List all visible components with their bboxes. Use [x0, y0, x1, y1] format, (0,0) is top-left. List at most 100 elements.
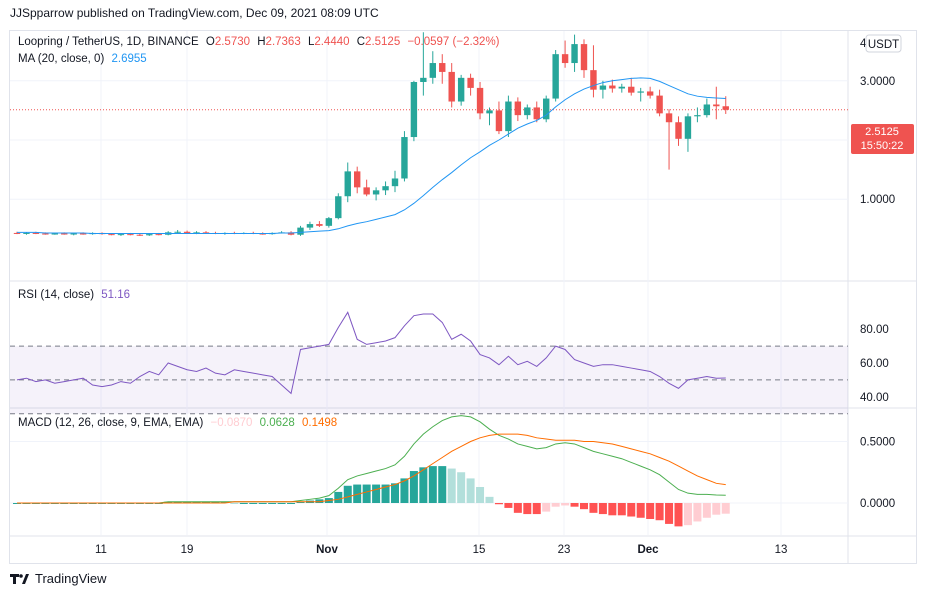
candle-body [287, 232, 295, 235]
time-tick-label: 19 [181, 544, 194, 556]
macd-histogram-bar [268, 503, 277, 504]
candle-body [372, 190, 380, 195]
candle-body [646, 91, 654, 96]
macd-histogram-bar [636, 503, 645, 518]
macd-histogram-bar [457, 472, 466, 503]
macd-histogram-bar [598, 503, 607, 515]
macd-histogram-bar [400, 478, 409, 503]
candle-body [51, 233, 58, 235]
candle-body [514, 101, 522, 116]
macd-histogram-bar [532, 503, 541, 515]
macd-histogram-bar [202, 501, 210, 503]
currency-badge[interactable] [865, 34, 902, 53]
candle-body [117, 234, 125, 236]
candle-body [354, 171, 361, 188]
rsi-tick-label: 40.00 [860, 392, 889, 404]
macd-histogram-bar [258, 503, 267, 504]
macd-histogram-bar [627, 503, 636, 517]
macd-histogram-bar [334, 491, 343, 503]
candle-body [136, 234, 144, 236]
candle-body [183, 231, 191, 233]
candle-body [703, 104, 711, 116]
candle-body [476, 87, 484, 114]
macd-histogram-bar [183, 501, 192, 503]
macd-histogram-bar [712, 503, 721, 515]
macd-histogram-bar [494, 503, 503, 505]
chart-frame [9, 30, 917, 564]
macd-histogram-bar [702, 503, 711, 518]
macd-legend: MACD (12, 26, close, 9, EMA, EMA) −0.087… [18, 417, 341, 429]
macd-histogram-bar [343, 485, 352, 503]
macd-histogram-bar [646, 503, 655, 519]
candle-body [533, 107, 540, 120]
signal-line [17, 433, 726, 504]
macd-histogram-bar [542, 503, 551, 512]
macd-tick-label: 0.5000 [860, 437, 895, 449]
macd-histogram-bar [617, 503, 626, 516]
macd-histogram-bar [249, 503, 258, 504]
candle-body [193, 232, 200, 234]
macd-histogram-bar [428, 466, 437, 503]
candle-body [382, 186, 389, 191]
currency-label: USDT [868, 39, 899, 51]
candle-body [599, 85, 607, 90]
macd-histogram-bar [608, 503, 617, 516]
rsi-legend: RSI (14, close) 51.16 [18, 289, 134, 301]
macd-histogram-bar [693, 503, 702, 522]
macd-label: MACD (12, 26, close, 9, EMA, EMA) [18, 417, 204, 429]
candle-body [146, 234, 153, 236]
ma-label: MA (20, close, 0) [18, 53, 105, 65]
time-tick-label: 23 [558, 544, 571, 556]
macd-histogram-bar [447, 468, 456, 503]
macd-histogram-bar [230, 503, 239, 504]
candle-body [637, 91, 644, 93]
macd-histogram-bar [287, 503, 296, 504]
tradingview-logo-icon [10, 573, 30, 585]
rsi-value: 51.16 [101, 289, 131, 301]
publish-info: JJSpparrow published on TradingView.com,… [10, 6, 379, 20]
candle-body [108, 234, 115, 236]
candle-body [363, 187, 370, 195]
candle-body [665, 113, 673, 123]
candle-body [297, 227, 304, 235]
candle-body [543, 98, 550, 120]
low-value: L2.4440 [307, 36, 350, 48]
candle-body [467, 77, 474, 88]
footer-brand: TradingView [35, 571, 107, 586]
candle-body [335, 196, 342, 219]
candle-body [713, 104, 720, 107]
macd-histogram-bar [485, 496, 494, 503]
price-tick-label: 3.0000 [860, 76, 895, 88]
time-tick-label: Dec [637, 544, 659, 556]
macd-histogram-bar [551, 503, 560, 507]
macd-histogram-bar [580, 503, 588, 510]
rsi-tick-label: 60.00 [860, 358, 889, 370]
candle-body [722, 106, 729, 110]
macd-histogram-bar [173, 501, 182, 503]
macd-histogram-bar [381, 484, 390, 503]
price-tick-label: 4 [860, 38, 867, 50]
candle-body [694, 115, 701, 117]
macd-line-value: 0.0628 [259, 417, 295, 429]
candle-body [202, 232, 210, 234]
macd-histogram-bar [476, 487, 485, 503]
candle-body [155, 234, 162, 236]
macd-histogram-bar [362, 484, 371, 503]
candle-body [429, 63, 436, 78]
macd-histogram-bar [523, 503, 532, 515]
candle-body [618, 86, 625, 89]
macd-histogram-bar [504, 503, 513, 508]
candle-body [174, 231, 181, 233]
macd-histogram-bar [466, 478, 475, 503]
candle-body [79, 233, 87, 235]
macd-histogram-bar [570, 503, 579, 507]
macd-histogram-bar [239, 503, 248, 504]
ma-value: 2.6955 [111, 53, 147, 65]
candle-body [420, 77, 427, 82]
close-value: C2.5125 [356, 36, 401, 48]
macd-histogram-bar [353, 484, 362, 503]
time-tick-label: Nov [316, 544, 338, 556]
candle-body [486, 110, 493, 114]
macd-hist-value: −0.0870 [210, 417, 253, 429]
